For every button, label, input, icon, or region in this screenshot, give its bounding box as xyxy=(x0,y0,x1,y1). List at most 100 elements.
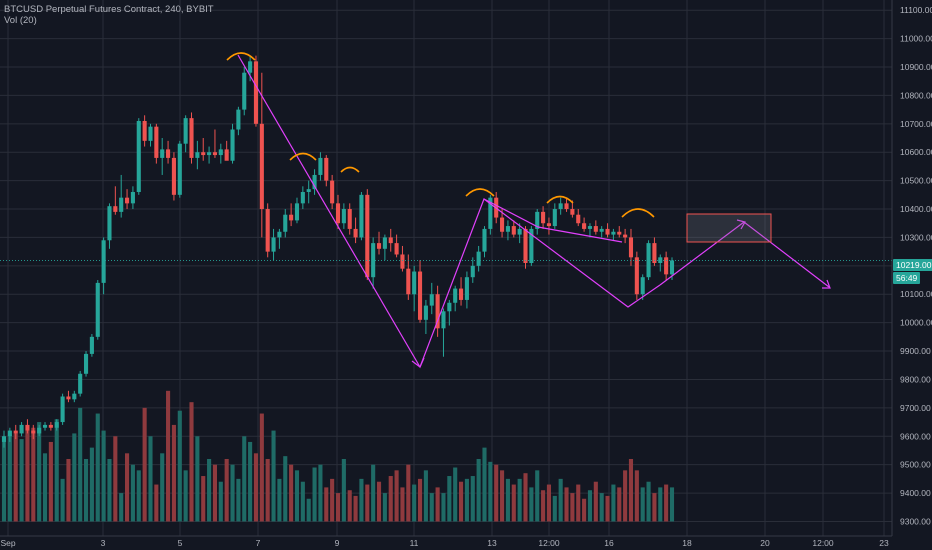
candle-body xyxy=(89,336,94,354)
volume-bar xyxy=(218,481,223,522)
candle-body xyxy=(464,277,469,300)
chart-legend: BTCUSD Perpetual Futures Contract, 240, … xyxy=(4,4,214,26)
candle-body xyxy=(101,240,106,283)
volume-bar xyxy=(400,487,405,522)
volume-bar xyxy=(353,495,358,522)
price-tick-label: 10300.00 xyxy=(900,232,932,242)
candle-body xyxy=(312,174,317,190)
candle-body xyxy=(623,234,628,238)
volume-bar xyxy=(611,484,616,522)
candle-body xyxy=(113,206,118,212)
volume-bar xyxy=(212,464,217,522)
volume-bar xyxy=(330,478,335,522)
bar-countdown-tag: 56:49 xyxy=(893,272,921,284)
volume-bar xyxy=(359,478,364,522)
volume-bar xyxy=(177,410,182,522)
volume-bar xyxy=(658,487,663,522)
candle-body xyxy=(318,157,323,175)
candle-body xyxy=(459,288,464,300)
volume-bar xyxy=(166,390,171,522)
candle-body xyxy=(125,197,130,204)
volume-bar xyxy=(119,493,124,522)
candle-body xyxy=(605,228,610,235)
candle-body xyxy=(48,424,53,428)
price-tick-label: 9300.00 xyxy=(900,516,931,526)
candle-body xyxy=(511,226,516,235)
price-tick-label: 10900.00 xyxy=(900,62,932,72)
candle-body xyxy=(453,288,458,303)
candle-body xyxy=(412,271,417,295)
volume-bar xyxy=(435,487,440,522)
volume-bar xyxy=(125,453,130,522)
time-axis[interactable]: Sep 3 5 7 9 11 13 12:00 16 18 20 12:00 23 xyxy=(0,535,892,548)
volume-bar xyxy=(593,481,598,522)
candle-body xyxy=(7,430,12,437)
candle-body xyxy=(400,254,405,269)
time-tick-label: 12:00 xyxy=(812,538,834,548)
candle-body xyxy=(119,197,124,212)
candle-body xyxy=(347,209,352,229)
candle-body xyxy=(535,211,540,229)
time-tick-label: 7 xyxy=(256,538,261,548)
candle-body xyxy=(634,257,639,295)
volume-bar xyxy=(283,456,288,522)
volume-indicator-label[interactable]: Vol (20) xyxy=(4,15,37,26)
candle-body xyxy=(265,209,270,252)
candle-body xyxy=(417,271,423,320)
volume-bar xyxy=(371,464,376,522)
candle-body xyxy=(107,206,112,241)
price-tick-label: 9800.00 xyxy=(900,374,931,384)
volume-bar xyxy=(335,493,341,522)
time-tick-label: 12:00 xyxy=(538,538,560,548)
volume-bar xyxy=(617,487,622,522)
volume-bar xyxy=(142,407,147,522)
volume-bar xyxy=(265,458,270,522)
candle-body xyxy=(570,209,575,215)
volume-bar xyxy=(669,487,675,522)
candle-body xyxy=(394,243,399,255)
volume-bar xyxy=(582,498,587,522)
candle-body xyxy=(330,180,335,204)
symbol-title[interactable]: BTCUSD Perpetual Futures Contract, 240, … xyxy=(4,4,214,15)
price-tick-label: 10400.00 xyxy=(900,204,932,214)
candle-body xyxy=(130,191,135,204)
time-tick-label: 9 xyxy=(335,538,340,548)
volume-bar xyxy=(488,461,493,522)
candle-body xyxy=(177,143,182,195)
volume-bar xyxy=(476,458,481,522)
volume-bar xyxy=(289,464,294,522)
candle-body xyxy=(13,430,18,434)
volume-bar xyxy=(640,487,645,522)
time-tick-label: 16 xyxy=(604,538,614,548)
volume-bar xyxy=(25,430,30,522)
volume-bar xyxy=(107,458,112,522)
candle-body xyxy=(599,228,604,232)
price-tick-label: 9400.00 xyxy=(900,488,931,498)
candle-body xyxy=(259,123,264,210)
volume-bar xyxy=(429,493,434,522)
price-tick-label: 10800.00 xyxy=(900,90,932,100)
last-price-tag: 10219.00 xyxy=(893,259,932,271)
candle-body xyxy=(476,251,481,266)
candle-body xyxy=(435,294,440,329)
volume-bar xyxy=(130,464,135,522)
candle-body xyxy=(406,268,411,295)
candle-body xyxy=(500,217,505,232)
price-tick-label: 10100.00 xyxy=(900,289,932,299)
candle-body xyxy=(552,209,557,227)
volume-bar xyxy=(552,495,557,522)
volume-bar xyxy=(253,453,259,522)
candle-body xyxy=(83,353,89,374)
candle-body xyxy=(224,149,229,161)
volume-bar xyxy=(189,402,194,522)
volume-bar xyxy=(376,481,382,522)
candle-body xyxy=(611,231,616,235)
volume-bar xyxy=(535,470,540,522)
volume-bar xyxy=(306,498,311,522)
top-arc-marker xyxy=(340,166,360,173)
candle-body xyxy=(587,226,593,229)
volume-bar xyxy=(382,493,387,522)
volume-bar xyxy=(341,458,346,522)
volume-bar xyxy=(628,458,634,522)
